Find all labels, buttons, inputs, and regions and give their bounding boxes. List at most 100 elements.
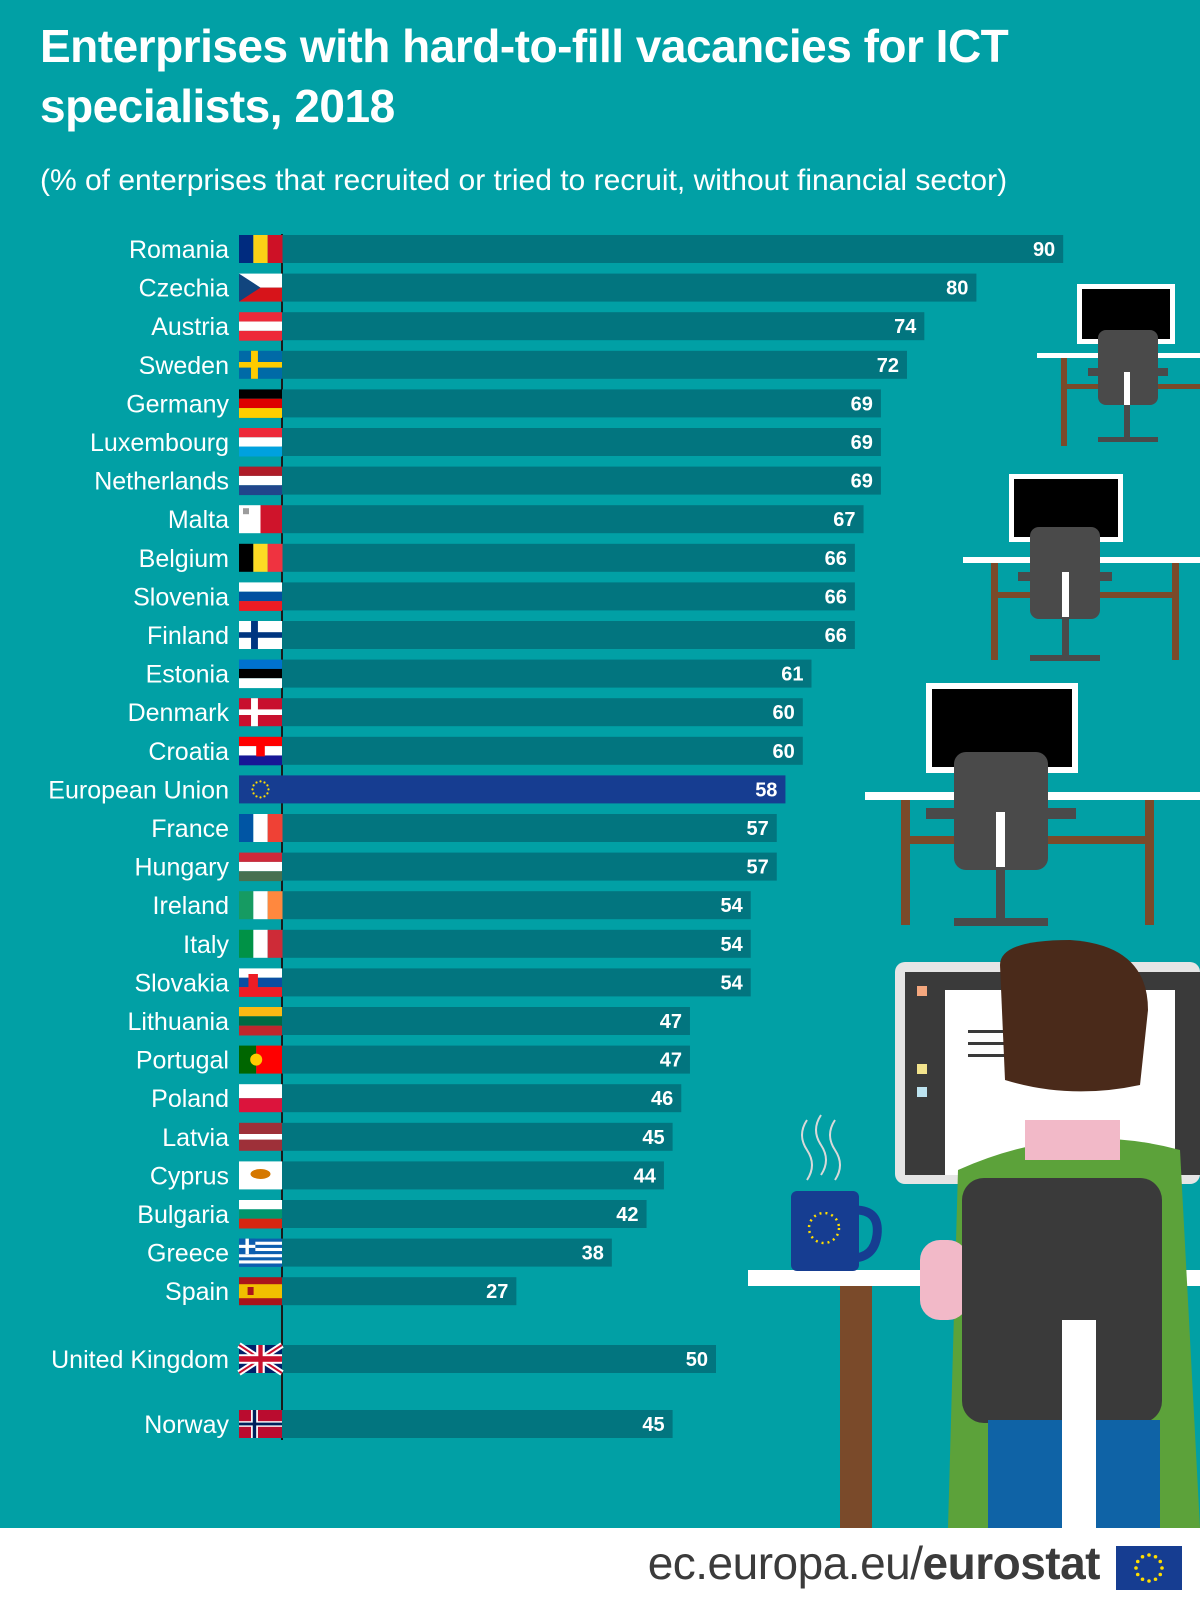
flag-belgium-icon [239, 543, 283, 572]
category-label-france: France [151, 815, 229, 843]
category-label-bulgaria: Bulgaria [137, 1201, 229, 1229]
category-label-finland: Finland [147, 622, 229, 650]
bar-malta [282, 505, 864, 534]
flag-greece-icon [239, 1238, 282, 1267]
value-label-slovenia: 66 [825, 586, 847, 608]
footer-url-prefix: ec.europa.eu/ [647, 1537, 923, 1589]
value-label-netherlands: 69 [851, 471, 873, 493]
bar-spain [282, 1277, 517, 1306]
value-label-norway: 45 [642, 1414, 664, 1436]
category-label-germany: Germany [126, 390, 229, 418]
bar-belgium [282, 543, 855, 572]
eu-coffee-mug-icon [791, 1114, 882, 1271]
flag-poland-icon [239, 1084, 282, 1113]
footer: ec.europa.eu/eurostat [0, 1528, 1200, 1601]
bar-sweden [282, 350, 907, 379]
value-label-ireland: 54 [720, 895, 743, 917]
value-label-latvia: 45 [642, 1127, 664, 1149]
category-label-netherlands: Netherlands [94, 468, 229, 496]
flag-european-union-icon [239, 775, 282, 804]
category-label-sweden: Sweden [139, 352, 229, 380]
flag-luxembourg-icon [239, 428, 282, 457]
category-label-poland: Poland [151, 1085, 229, 1113]
category-label-lithuania: Lithuania [128, 1008, 230, 1036]
category-label-greece: Greece [147, 1240, 229, 1268]
flag-latvia-icon [239, 1122, 282, 1151]
bar-marks: Romania 90 Czechia 80 Austria 74 Sweden 72 Germa… [48, 235, 1064, 1439]
value-label-italy: 54 [720, 934, 743, 956]
flag-croatia-icon [239, 736, 282, 766]
office-illustration [748, 284, 1200, 1528]
value-label-czechia: 80 [946, 278, 968, 300]
chart-panel: Enterprises with hard-to-fill vacancies … [0, 0, 1200, 1528]
flag-cyprus-icon [239, 1161, 282, 1190]
bar-slovenia [282, 582, 855, 611]
desk-workstation-icon [865, 683, 1200, 926]
bar-cyprus [282, 1161, 664, 1190]
bar-hungary [282, 852, 777, 881]
value-label-romania: 90 [1033, 239, 1055, 261]
person-at-computer-icon [748, 940, 1200, 1528]
bar-estonia [282, 659, 812, 688]
value-label-bulgaria: 42 [616, 1204, 638, 1226]
category-label-estonia: Estonia [146, 661, 229, 689]
value-label-belgium: 66 [825, 548, 847, 570]
footer-url-brand: eurostat [922, 1537, 1101, 1589]
bar-italy [282, 929, 751, 958]
chart-title: Enterprises with hard-to-fill vacancies … [40, 20, 1009, 132]
category-label-european-union: European Union [48, 776, 229, 804]
eu-flag-icon [1116, 1546, 1182, 1590]
flag-austria-icon [239, 312, 282, 341]
category-label-slovakia: Slovakia [135, 969, 230, 997]
flag-slovenia-icon [239, 582, 282, 611]
flag-portugal-icon [239, 1045, 282, 1074]
category-label-malta: Malta [168, 506, 229, 534]
footer-url[interactable]: ec.europa.eu/eurostat [647, 1536, 1101, 1590]
category-label-norway: Norway [144, 1411, 229, 1439]
flag-spain-icon [239, 1277, 282, 1306]
flag-germany-icon [239, 389, 282, 418]
bar-norway [282, 1410, 673, 1438]
desk-workstation-icon [963, 474, 1200, 661]
flag-united-kingdom-icon [237, 1342, 284, 1376]
value-label-portugal: 47 [660, 1050, 682, 1072]
flag-malta-icon [239, 505, 282, 534]
category-label-italy: Italy [183, 931, 229, 959]
bar-austria [282, 312, 925, 341]
value-label-cyprus: 44 [634, 1165, 657, 1187]
flag-lithuania-icon [239, 1007, 282, 1036]
flag-romania-icon [239, 235, 283, 263]
bar-greece [282, 1238, 612, 1267]
category-label-romania: Romania [129, 236, 229, 264]
bar-finland [282, 621, 855, 649]
flag-france-icon [239, 814, 283, 842]
category-label-cyprus: Cyprus [150, 1162, 229, 1190]
value-label-denmark: 60 [773, 702, 795, 724]
bar-european-union [282, 775, 786, 804]
desk-workstation-icon [1037, 284, 1200, 446]
category-label-spain: Spain [165, 1278, 229, 1306]
bar-france [282, 814, 777, 842]
bar-portugal [282, 1045, 690, 1074]
value-label-spain: 27 [486, 1281, 508, 1303]
value-label-luxembourg: 69 [851, 432, 873, 454]
bar-croatia [282, 736, 803, 765]
bar-czechia [282, 273, 977, 302]
flag-bulgaria-icon [239, 1200, 282, 1229]
value-label-hungary: 57 [747, 857, 769, 879]
bar-latvia [282, 1122, 673, 1151]
value-label-finland: 66 [825, 625, 847, 647]
value-label-france: 57 [747, 818, 769, 840]
flag-estonia-icon [239, 659, 282, 689]
value-label-austria: 74 [894, 316, 917, 338]
value-label-slovakia: 54 [720, 972, 743, 994]
flag-slovakia-icon [239, 968, 282, 997]
bar-netherlands [282, 466, 881, 495]
bar-bulgaria [282, 1200, 647, 1228]
value-label-estonia: 61 [781, 664, 803, 686]
value-label-european-union: 58 [755, 779, 777, 801]
category-label-united-kingdom: United Kingdom [51, 1346, 229, 1374]
bar-germany [282, 389, 881, 418]
category-label-slovenia: Slovenia [133, 583, 229, 611]
flag-netherlands-icon [239, 466, 282, 496]
